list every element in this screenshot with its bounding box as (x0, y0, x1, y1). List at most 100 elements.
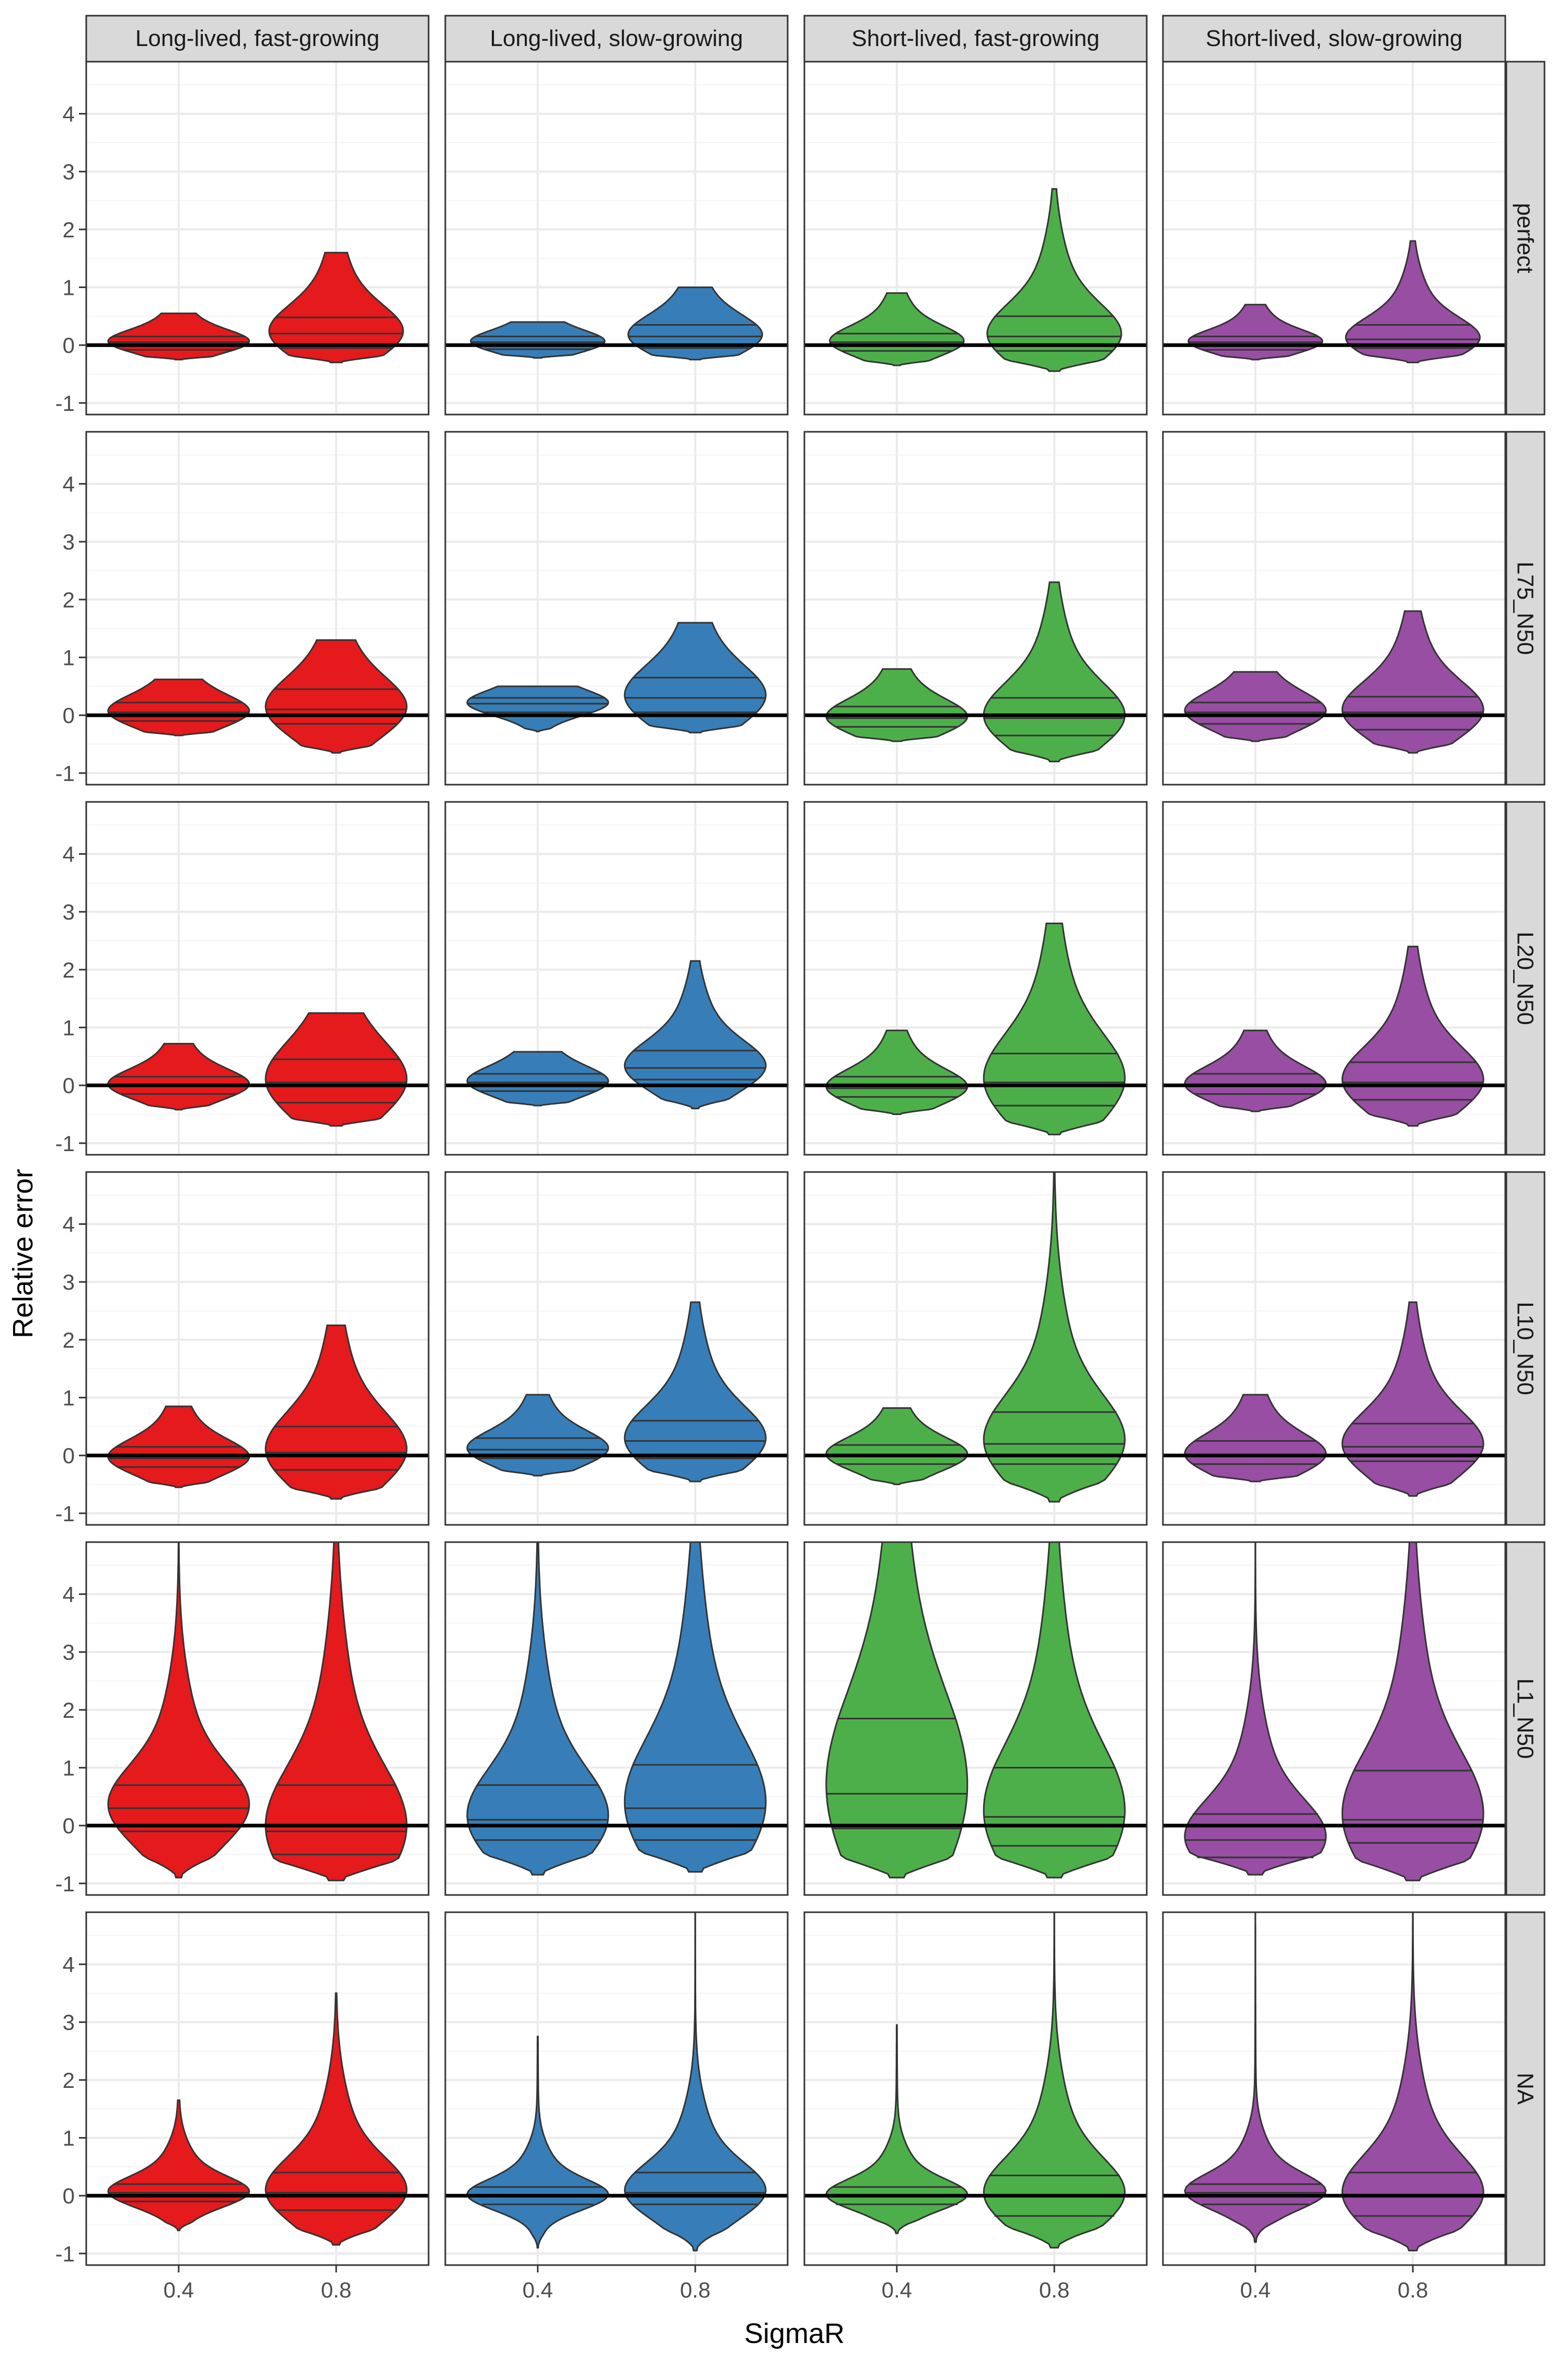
panel-border (1162, 1541, 1506, 1896)
y-tick-label: 0 (63, 1813, 75, 1838)
column-strip (1162, 15, 1506, 63)
facet-panel (85, 1541, 430, 1896)
violin-mark (624, 960, 767, 1109)
facet-panel (85, 801, 430, 1156)
violin-group (107, 1542, 250, 1879)
panel-border (1162, 801, 1506, 1156)
facet-panel (803, 1911, 1148, 2266)
violin-group (264, 1992, 408, 2246)
row-strip-label: perfect (1513, 203, 1538, 273)
violin-group (624, 960, 767, 1109)
violin-mark (624, 1912, 767, 2251)
facet-panel (85, 1911, 430, 2266)
row-strip-label: NA (1513, 2073, 1538, 2105)
y-tick-label: -1 (55, 1131, 75, 1156)
violin-group (107, 2099, 250, 2232)
violin-group (268, 251, 404, 363)
y-tick-label: 3 (63, 900, 75, 924)
violin-mark (1341, 610, 1484, 754)
violin-group (624, 1912, 767, 2251)
column-strip-label: Long-lived, fast-growing (135, 26, 379, 51)
facet-panel (803, 431, 1148, 786)
violin-mark (983, 1912, 1126, 2249)
column-strip (444, 15, 789, 63)
y-tick-label: 1 (63, 1016, 75, 1040)
y-tick-label: 0 (63, 703, 75, 728)
y-tick-label: 4 (63, 472, 75, 497)
facet-panel (1162, 1911, 1506, 2266)
y-tick-label: 2 (63, 2068, 75, 2093)
axes: -1 0 1 2 3 4 -1 0 1 2 3 4 -1 0 1 2 3 4 -1 0 1 2 3 4 -1 0 1 2 3 4 -1 0 1 2… (55, 102, 1428, 2302)
y-tick-label: 3 (63, 2010, 75, 2035)
violin-mark (107, 1542, 250, 1879)
panel-grid (85, 61, 1506, 2266)
violin-mark (1345, 240, 1481, 363)
x-tick-label: 0.8 (1039, 2278, 1069, 2302)
row-strip (1505, 61, 1546, 416)
panel-border (1162, 431, 1506, 786)
panel-border (444, 431, 789, 786)
violin-mark (825, 2024, 969, 2234)
column-strip (803, 15, 1148, 63)
violin-group (107, 1405, 250, 1488)
y-tick-label: 1 (63, 1756, 75, 1780)
violin-mark (264, 1012, 408, 1127)
panel-border (85, 1911, 430, 2266)
row-strip-label: L10_N50 (1513, 1302, 1538, 1395)
panel-border (444, 1541, 789, 1896)
y-tick-label: 2 (63, 958, 75, 982)
panel-border (803, 1171, 1148, 1526)
y-tick-label: 1 (63, 646, 75, 670)
y-tick-label: 4 (63, 1582, 75, 1607)
row-strip (1505, 431, 1546, 786)
violin-group (1184, 1542, 1327, 1876)
facet-panel (803, 1171, 1148, 1526)
y-tick-label: -1 (55, 1501, 75, 1526)
row-strip (1505, 1171, 1546, 1526)
violin-mark (983, 1172, 1126, 1503)
row-strip-label: L20_N50 (1513, 932, 1538, 1025)
row-strip (1505, 1541, 1546, 1896)
violin-group (470, 321, 606, 359)
facet-panel (1162, 1171, 1506, 1526)
violin-mark (829, 292, 965, 366)
violin-group (1341, 610, 1484, 754)
panel-border (85, 1541, 430, 1896)
x-tick-label: 0.4 (882, 2278, 912, 2302)
violin-group (829, 292, 965, 366)
violin-mark (107, 2099, 250, 2232)
violin-group (624, 1542, 767, 1873)
facet-panel (444, 1911, 789, 2266)
facet-strips: Long-lived, fast-growing Long-lived, slow… (85, 15, 1546, 2266)
violin-group (825, 1542, 969, 1879)
violin-group (624, 622, 767, 733)
y-tick-label: 0 (63, 333, 75, 358)
y-tick-label: 2 (63, 588, 75, 612)
violin-group (983, 1542, 1126, 1879)
y-tick-label: 4 (63, 1212, 75, 1237)
row-strip (1505, 1911, 1546, 2266)
violin-group (466, 1542, 609, 1876)
y-tick-label: 4 (63, 842, 75, 867)
y-tick-label: 4 (63, 1952, 75, 1977)
violin-group (1341, 946, 1484, 1127)
row-strip-label: L75_N50 (1513, 561, 1538, 655)
y-axis-label: Relative error (7, 1169, 39, 1338)
column-strip-label: Short-lived, fast-growing (851, 26, 1099, 51)
y-tick-label: 3 (63, 1270, 75, 1294)
violin-group (983, 1172, 1126, 1503)
y-tick-label: 1 (63, 1386, 75, 1410)
panel-border (444, 1171, 789, 1526)
violin-group (627, 286, 763, 361)
facet-panel (444, 1171, 789, 1526)
violin-group (466, 1051, 609, 1107)
x-tick-label: 0.8 (321, 2278, 351, 2302)
x-tick-label: 0.4 (1240, 2278, 1271, 2302)
facet-panel (1162, 1541, 1506, 1896)
facet-panel (1162, 801, 1506, 1156)
violin-mark (825, 1407, 969, 1485)
violin-mark (1184, 1394, 1327, 1483)
violin-group (1341, 1542, 1484, 1881)
y-tick-label: -1 (55, 1871, 75, 1896)
